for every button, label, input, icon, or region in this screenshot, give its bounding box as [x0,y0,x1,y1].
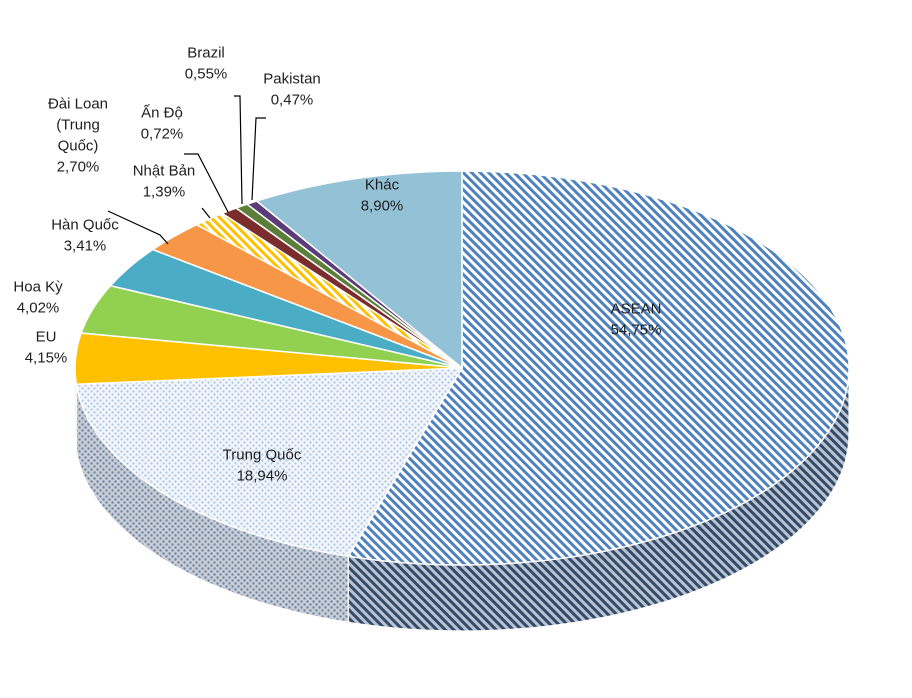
leader-lines [107,95,266,245]
slice-label-han-quoc: Hàn Quốc 3,41% [51,217,119,255]
slice-name: Nhật Bản [133,163,196,180]
slice-name: EU [36,329,57,346]
slice-name: Trung Quốc [223,447,302,464]
slice-label-nhat-ban: Nhật Bản 1,39% [133,163,196,201]
pie-slice-khac [255,170,463,370]
slice-name: Ấn Độ [141,105,183,122]
slice-value: 8,90% [361,198,404,215]
slice-value: 0,47% [271,92,314,109]
slice-value: 0,55% [185,66,228,83]
slice-name: Brazil [187,45,225,62]
pie-slice-trung-quoc [75,367,464,558]
slice-labels: ASEAN 54,75% Trung Quốc 18,94% EU 4,15% Hoa Kỳ… [13,45,661,485]
slice-label-dai-loan-trung-quoc: Đài Loan (Trung Quốc) 2,70% [48,96,108,176]
slice-value: 0,72% [141,126,184,143]
slice-value: 4,15% [25,350,68,367]
slice-value: 54,75% [611,322,662,339]
leader-line-brazil [234,95,243,205]
slice-name: Hàn Quốc [51,217,119,234]
slice-name: Quốc) [58,138,99,155]
slice-label-khac: Khác 8,90% [361,177,404,215]
leader-line-an-do [184,153,229,213]
slice-value: 2,70% [57,159,100,176]
slice-value: 3,41% [64,238,107,255]
slice-value: 1,39% [143,184,186,201]
slice-name: (Trung [56,117,100,134]
slice-label-eu: EU 4,15% [25,329,68,367]
slice-label-trung-quoc: Trung Quốc 18,94% [223,447,302,485]
slice-value: 18,94% [237,468,288,485]
pie-slice-asean [346,170,850,566]
slice-label-an-do: Ấn Độ 0,72% [141,105,184,143]
slice-name: Pakistan [263,71,321,88]
slice-label-brazil: Brazil 0,55% [185,45,228,83]
slice-name: Khác [365,177,400,194]
slice-name: Đài Loan [48,96,108,113]
slice-label-hoa-ky: Hoa Kỳ 4,02% [13,279,63,317]
leader-line-nhat-ban [201,207,211,219]
leader-line-pakistan [251,117,266,201]
slice-name: Hoa Kỳ [13,279,63,296]
slice-value: 4,02% [17,300,60,317]
slice-label-asean: ASEAN 54,75% [611,301,662,339]
pie-tops [74,170,850,566]
slice-name: ASEAN [611,301,662,318]
leader-line-dai-loan-trung-quoc [107,210,169,245]
slice-label-pakistan: Pakistan 0,47% [263,71,321,109]
